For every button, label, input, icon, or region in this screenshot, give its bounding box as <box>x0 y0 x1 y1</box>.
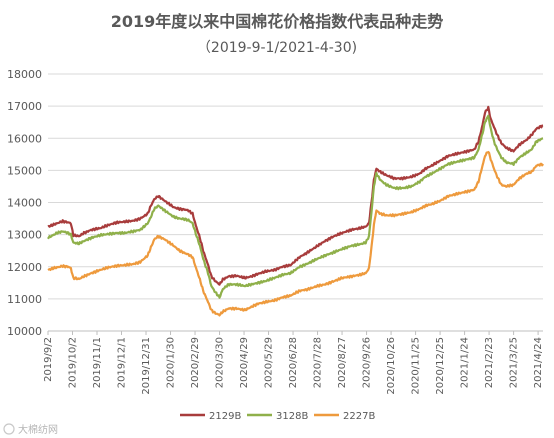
series-line-3128B <box>47 114 544 299</box>
y-axis-ticks: 10000 11000 12000 13000 14000 15000 16000 17000… <box>7 68 42 338</box>
watermark-logo-icon <box>3 423 15 435</box>
series-line-2129B <box>47 105 544 286</box>
x-tick-label-6: 2020/2/29 <box>190 337 201 388</box>
x-tick-label-17: 2021/1/24 <box>460 337 471 388</box>
y-tick-label-2: 12000 <box>7 261 42 274</box>
y-tick-label-7: 17000 <box>7 100 42 113</box>
y-tick-label-4: 14000 <box>7 197 42 210</box>
x-tick-label-0: 2019/9/2 <box>43 337 54 382</box>
x-tick-label-20: 2021/4/24 <box>533 337 544 388</box>
x-tick-label-5: 2020/1/30 <box>166 337 177 388</box>
x-tick-label-3: 2019/12/1 <box>117 337 128 388</box>
x-tick-label-9: 2020/5/29 <box>264 337 275 388</box>
x-tick-label-10: 2020/6/28 <box>288 337 299 388</box>
x-tick-label-16: 2020/12/25 <box>435 337 446 395</box>
x-tick-label-15: 2020/11/25 <box>411 337 422 395</box>
series-line-2227B <box>47 150 544 317</box>
y-tick-label-5: 15000 <box>7 164 42 177</box>
x-tick-label-13: 2020/9/26 <box>362 337 373 388</box>
legend-label-2129B: 2129B <box>209 411 241 422</box>
x-tick-label-2: 2019/11/1 <box>92 337 103 388</box>
x-tick-label-11: 2020/7/28 <box>313 337 324 388</box>
x-tick-label-19: 2021/3/25 <box>509 337 520 388</box>
x-axis: 2019/9/2 2019/10/2 2019/11/1 2019/12/1 2019/… <box>43 330 544 395</box>
legend: 2129B 3128B 2227B <box>180 411 375 422</box>
y-tick-label-0: 10000 <box>7 325 42 338</box>
y-tick-label-6: 16000 <box>7 132 42 145</box>
x-tick-label-14: 2020/10/26 <box>386 337 397 395</box>
x-tick-label-4: 2019/12/31 <box>141 337 152 395</box>
y-tick-label-3: 13000 <box>7 229 42 242</box>
legend-label-2227B: 2227B <box>343 411 375 422</box>
x-tick-label-18: 2021/2/23 <box>484 337 495 388</box>
chart-title: 2019年度以来中国棉花价格指数代表品种走势 <box>111 12 444 31</box>
watermark-text: 大棉纺网 <box>18 423 58 436</box>
x-tick-label-1: 2019/10/2 <box>68 337 79 388</box>
legend-label-3128B: 3128B <box>276 411 308 422</box>
grid-lines <box>48 73 543 332</box>
x-tick-label-12: 2020/8/27 <box>337 337 348 388</box>
x-tick-label-8: 2020/4/29 <box>239 337 250 388</box>
y-tick-label-8: 18000 <box>7 68 42 81</box>
x-tick-label-7: 2020/3/30 <box>215 337 226 388</box>
chart-subtitle: （2019-9-1/2021-4-30) <box>197 40 357 56</box>
y-tick-label-1: 11000 <box>7 293 42 306</box>
series-lines <box>47 105 544 317</box>
watermark: 大棉纺网 <box>3 423 58 436</box>
